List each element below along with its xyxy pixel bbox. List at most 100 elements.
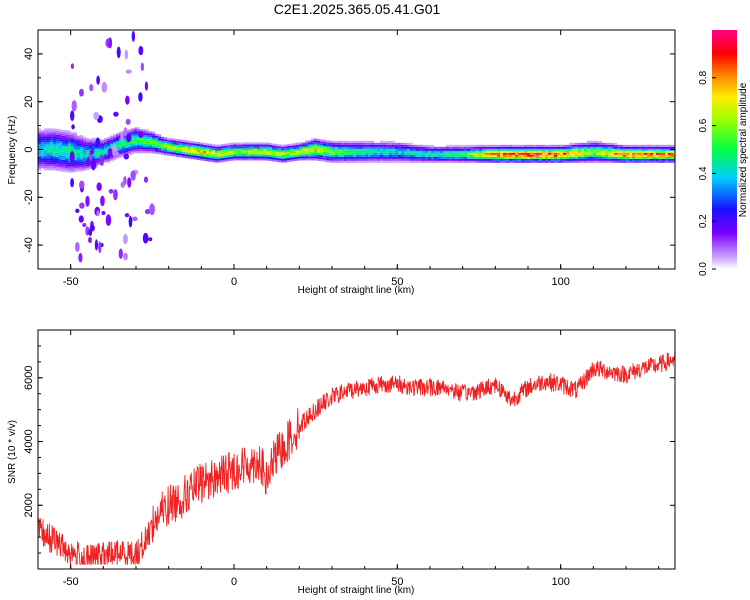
- spectrogram-cell: [242, 154, 245, 157]
- spectrogram-cell: [170, 140, 173, 143]
- spectrogram-cell: [227, 159, 230, 162]
- spectrogram-blob: [138, 92, 143, 102]
- spectrogram-cell: [206, 153, 209, 156]
- spectrogram-cell: [605, 156, 608, 159]
- spectrogram-blob: [105, 214, 112, 227]
- spectrogram-cell: [236, 158, 239, 161]
- spectrogram-cell: [62, 137, 65, 140]
- spectrogram-cell: [65, 158, 68, 161]
- spectrogram-cell: [401, 158, 404, 161]
- spectrogram-cell: [527, 144, 530, 147]
- spectrogram-cell: [80, 161, 83, 164]
- spectrogram-cell: [563, 150, 566, 153]
- spectrogram-cell: [638, 152, 641, 155]
- spectrogram-cell: [50, 162, 53, 165]
- spectrogram-cell: [641, 146, 644, 149]
- spectrogram-cell: [617, 160, 620, 163]
- spectrogram-cell: [332, 152, 335, 155]
- spectrogram-cell: [95, 158, 98, 161]
- spectrogram-cell: [59, 161, 62, 164]
- spectrogram-cell: [668, 144, 671, 147]
- spectrogram-cell: [575, 146, 578, 149]
- spectrogram-cell: [338, 142, 341, 145]
- spectrogram-cell: [476, 156, 479, 159]
- spectrogram-cell: [443, 158, 446, 161]
- spectrogram-cell: [146, 149, 149, 152]
- spectrogram-cell: [92, 153, 95, 156]
- spectrogram-cell: [239, 156, 242, 159]
- spectrogram-cell: [47, 132, 50, 135]
- spectrogram-cell: [125, 150, 128, 153]
- spectrogram-cell: [398, 148, 401, 151]
- spectrogram-cell: [206, 159, 209, 162]
- spectrogram-cell: [386, 152, 389, 155]
- spectrogram-cell: [470, 150, 473, 153]
- spectrogram-cell: [44, 164, 47, 167]
- spectrogram-cell: [344, 156, 347, 159]
- spectrogram-cell: [413, 154, 416, 157]
- spectrogram-cell: [452, 156, 455, 159]
- spectrogram-cell: [50, 134, 53, 137]
- spectrogram-cell: [248, 150, 251, 153]
- spectrogram-cell: [311, 152, 314, 155]
- spectrogram-cell: [467, 148, 470, 151]
- spectrogram-cell: [119, 153, 122, 156]
- spectrogram-cell: [653, 148, 656, 151]
- spectrogram-cell: [200, 146, 203, 149]
- spectrogram-cell: [56, 168, 59, 171]
- spectrogram-cell: [281, 156, 284, 159]
- spectrogram-cell: [620, 154, 623, 157]
- spectrogram-cell: [620, 146, 623, 149]
- spectrogram-cell: [389, 154, 392, 157]
- spectrogram-cell: [47, 130, 50, 133]
- spectrogram-cell: [248, 148, 251, 151]
- spectrogram-cell: [524, 156, 527, 159]
- spectrogram-cell: [74, 156, 77, 159]
- spectrogram-cell: [158, 136, 161, 139]
- spectrogram-cell: [266, 150, 269, 153]
- spectrogram-cell: [266, 144, 269, 147]
- spectrogram-cell: [575, 142, 578, 145]
- spectrogram-cell: [149, 137, 152, 140]
- spectrogram-cell: [620, 152, 623, 155]
- spectrogram-blob: [124, 213, 130, 218]
- spectrogram-cell: [596, 146, 599, 149]
- spectrogram-cell: [512, 144, 515, 147]
- spectrogram-cell: [434, 152, 437, 155]
- spectrogram-cell: [581, 154, 584, 157]
- spectrogram-cell: [302, 142, 305, 145]
- spectrogram-cell: [65, 130, 68, 133]
- spectrogram-cell: [614, 144, 617, 147]
- spectrogram-cell: [176, 142, 179, 145]
- spectrogram-cell: [74, 170, 77, 173]
- spectrogram-cell: [257, 156, 260, 159]
- spectrogram-cell: [350, 146, 353, 149]
- spectrogram-blob: [82, 222, 87, 228]
- spectrogram-cell: [176, 148, 179, 151]
- spectrogram-cell: [350, 144, 353, 147]
- spectrogram-cell: [320, 143, 323, 146]
- spectrogram-cell: [653, 150, 656, 153]
- spectrogram-cell: [125, 144, 128, 147]
- spectrogram-cell: [74, 140, 77, 143]
- spectrogram-cell: [215, 154, 218, 157]
- spectrogram-cell: [527, 146, 530, 149]
- spectrogram-cell: [365, 140, 368, 143]
- spectrogram-cell: [140, 143, 143, 146]
- spectrogram-cell: [641, 152, 644, 155]
- spectrogram-cell: [572, 154, 575, 157]
- spectrogram-cell: [71, 144, 74, 147]
- spectrogram-cell: [395, 148, 398, 151]
- spectrogram-cell: [413, 144, 416, 147]
- spectrogram-cell: [470, 152, 473, 155]
- spectrogram-cell: [230, 148, 233, 151]
- spectrogram-cell: [47, 156, 50, 159]
- spectrogram-cell: [566, 144, 569, 147]
- spectrogram-cell: [485, 154, 488, 157]
- spectrogram-cell: [608, 158, 611, 161]
- spectrogram-cell: [302, 158, 305, 161]
- spectrogram-cell: [269, 149, 272, 152]
- spectrogram-cell: [242, 142, 245, 145]
- spectrogram-cell: [110, 147, 113, 150]
